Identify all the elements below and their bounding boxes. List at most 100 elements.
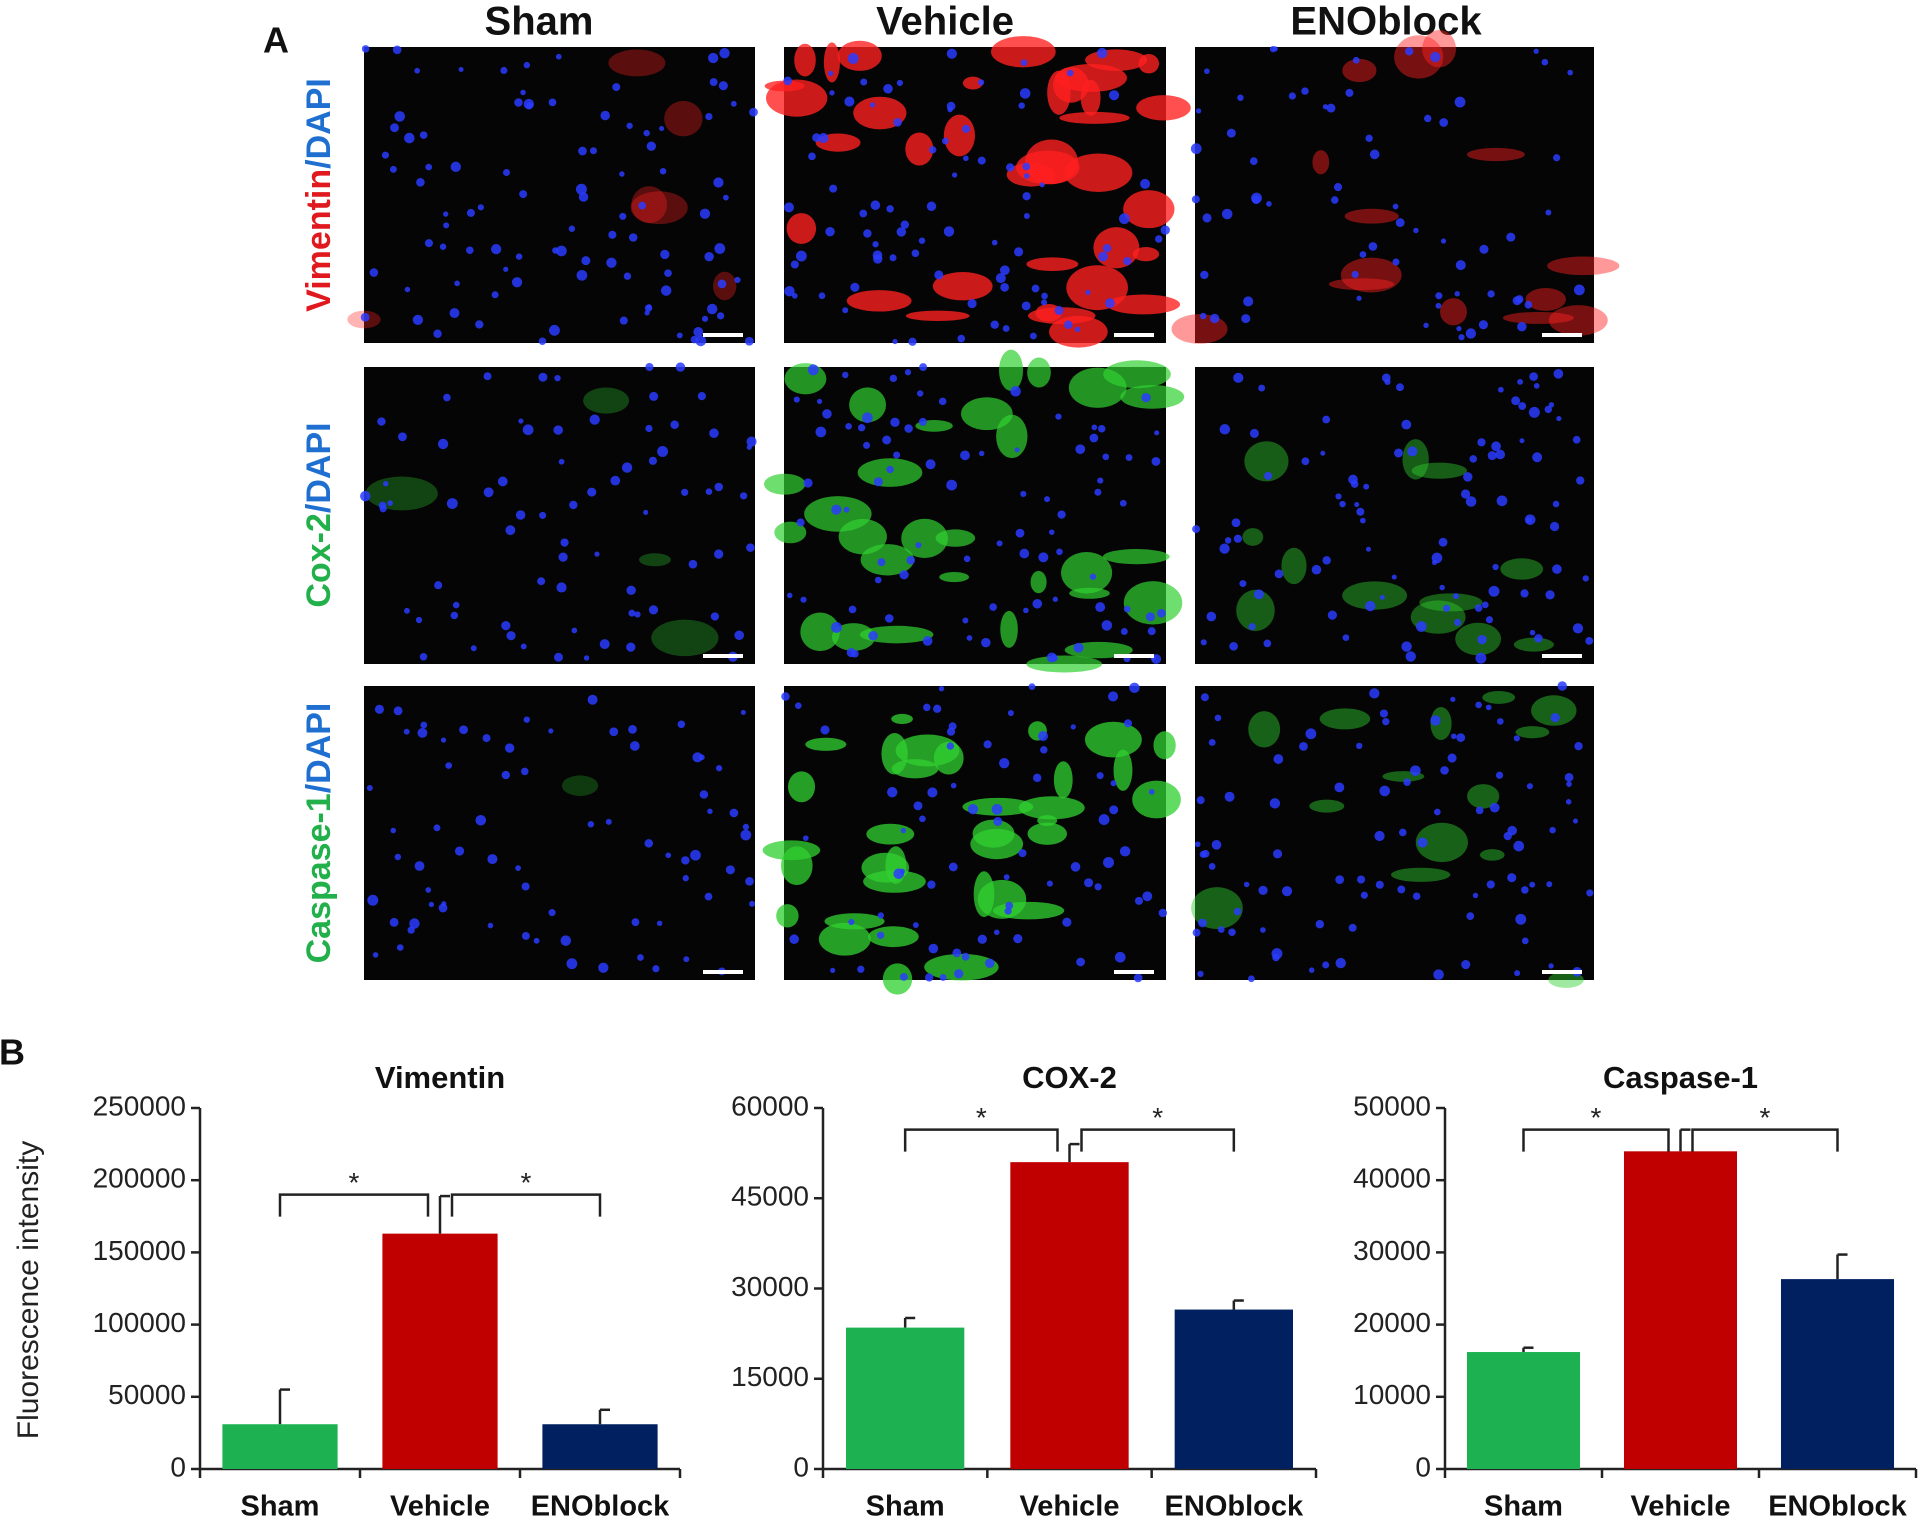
scale-bar bbox=[1542, 654, 1582, 658]
nucleus bbox=[1055, 413, 1062, 420]
nucleus bbox=[1485, 616, 1494, 624]
nucleus bbox=[1119, 499, 1127, 507]
nucleus bbox=[1002, 325, 1010, 332]
nucleus bbox=[548, 909, 556, 917]
row-label: Cox-2/DAPI bbox=[300, 422, 338, 607]
nucleus bbox=[443, 393, 451, 402]
nucleus bbox=[483, 372, 492, 381]
nucleus bbox=[828, 70, 834, 77]
nucleus bbox=[800, 596, 807, 603]
image-background bbox=[364, 47, 755, 343]
nucleus bbox=[415, 616, 423, 624]
nucleus bbox=[843, 506, 850, 513]
nucleus bbox=[1056, 548, 1063, 556]
nucleus bbox=[523, 61, 531, 69]
nucleus bbox=[938, 685, 945, 692]
nucleus bbox=[377, 417, 386, 426]
nucleus bbox=[977, 934, 987, 944]
nucleus bbox=[795, 250, 807, 262]
nucleus bbox=[1556, 415, 1562, 422]
nucleus bbox=[1014, 247, 1024, 257]
nucleus bbox=[1091, 424, 1098, 431]
nucleus bbox=[1007, 710, 1014, 717]
nucleus bbox=[1513, 840, 1525, 852]
nucleus bbox=[991, 239, 998, 246]
nucleus bbox=[1229, 641, 1238, 651]
nucleus bbox=[1066, 69, 1074, 77]
nucleus bbox=[1013, 934, 1023, 944]
nucleus bbox=[1147, 627, 1156, 636]
nucleus bbox=[515, 510, 526, 520]
nucleus bbox=[1552, 500, 1560, 508]
nucleus bbox=[1243, 296, 1254, 307]
stain-signal bbox=[1467, 784, 1500, 809]
nucleus bbox=[482, 734, 491, 743]
nucleus bbox=[520, 89, 526, 96]
nucleus bbox=[548, 98, 557, 107]
nucleus bbox=[1582, 575, 1589, 582]
nucleus bbox=[925, 459, 936, 470]
stain-signal bbox=[1027, 357, 1051, 388]
nucleus bbox=[1335, 875, 1345, 884]
scale-bar bbox=[1542, 333, 1582, 337]
x-tick-label: ENOblock bbox=[1165, 1491, 1304, 1523]
stain-signal bbox=[1394, 35, 1444, 79]
image-background bbox=[364, 686, 755, 980]
nucleus bbox=[644, 839, 654, 848]
nucleus bbox=[857, 424, 866, 432]
nucleus bbox=[1492, 563, 1499, 571]
chart-title: Vimentin bbox=[375, 1060, 505, 1095]
nucleus bbox=[659, 167, 667, 175]
nucleus bbox=[908, 337, 917, 346]
stain-signal bbox=[1244, 441, 1289, 482]
nucleus bbox=[1129, 682, 1140, 694]
nucleus bbox=[893, 868, 905, 880]
nucleus bbox=[1102, 244, 1112, 253]
nucleus bbox=[1384, 378, 1391, 386]
nucleus bbox=[515, 865, 521, 871]
nucleus bbox=[1369, 688, 1380, 699]
chart-title: COX-2 bbox=[1022, 1060, 1117, 1095]
nucleus bbox=[1545, 209, 1552, 216]
nucleus bbox=[1491, 441, 1501, 452]
nucleus bbox=[1211, 839, 1222, 850]
nucleus bbox=[475, 320, 484, 329]
nucleus bbox=[598, 962, 609, 973]
nucleus bbox=[918, 417, 927, 426]
stain-signal bbox=[1191, 887, 1243, 930]
nucleus bbox=[893, 118, 902, 127]
nucleus bbox=[623, 272, 632, 280]
nucleus bbox=[710, 612, 720, 621]
nucleus bbox=[991, 803, 1003, 815]
micrograph bbox=[1191, 681, 1594, 988]
nucleus bbox=[407, 926, 415, 934]
nucleus bbox=[808, 152, 816, 161]
scale-bar bbox=[1542, 970, 1582, 974]
stain-signal bbox=[1525, 287, 1566, 311]
nucleus bbox=[1549, 521, 1560, 532]
nucleus bbox=[946, 742, 955, 750]
nucleus bbox=[533, 937, 540, 944]
nucleus bbox=[1529, 372, 1538, 381]
nucleus bbox=[1243, 881, 1250, 888]
nucleus bbox=[1272, 953, 1280, 962]
nucleus bbox=[665, 852, 672, 859]
nucleus bbox=[497, 476, 508, 487]
significance-label: * bbox=[976, 1102, 987, 1133]
stain-signal bbox=[800, 612, 840, 652]
nucleus bbox=[1374, 830, 1385, 842]
y-tick-label: 0 bbox=[793, 1451, 809, 1482]
nucleus bbox=[1394, 448, 1403, 458]
nucleus bbox=[1342, 634, 1350, 641]
nucleus bbox=[434, 581, 443, 590]
nucleus bbox=[1567, 69, 1574, 76]
nucleus bbox=[419, 131, 428, 139]
nucleus bbox=[1263, 639, 1272, 648]
stain-signal bbox=[1479, 849, 1505, 861]
nucleus bbox=[844, 96, 855, 107]
nucleus bbox=[404, 286, 411, 293]
nucleus bbox=[1407, 446, 1418, 457]
nucleus bbox=[1496, 495, 1508, 507]
nucleus bbox=[872, 241, 879, 248]
nucleus bbox=[1266, 201, 1272, 207]
